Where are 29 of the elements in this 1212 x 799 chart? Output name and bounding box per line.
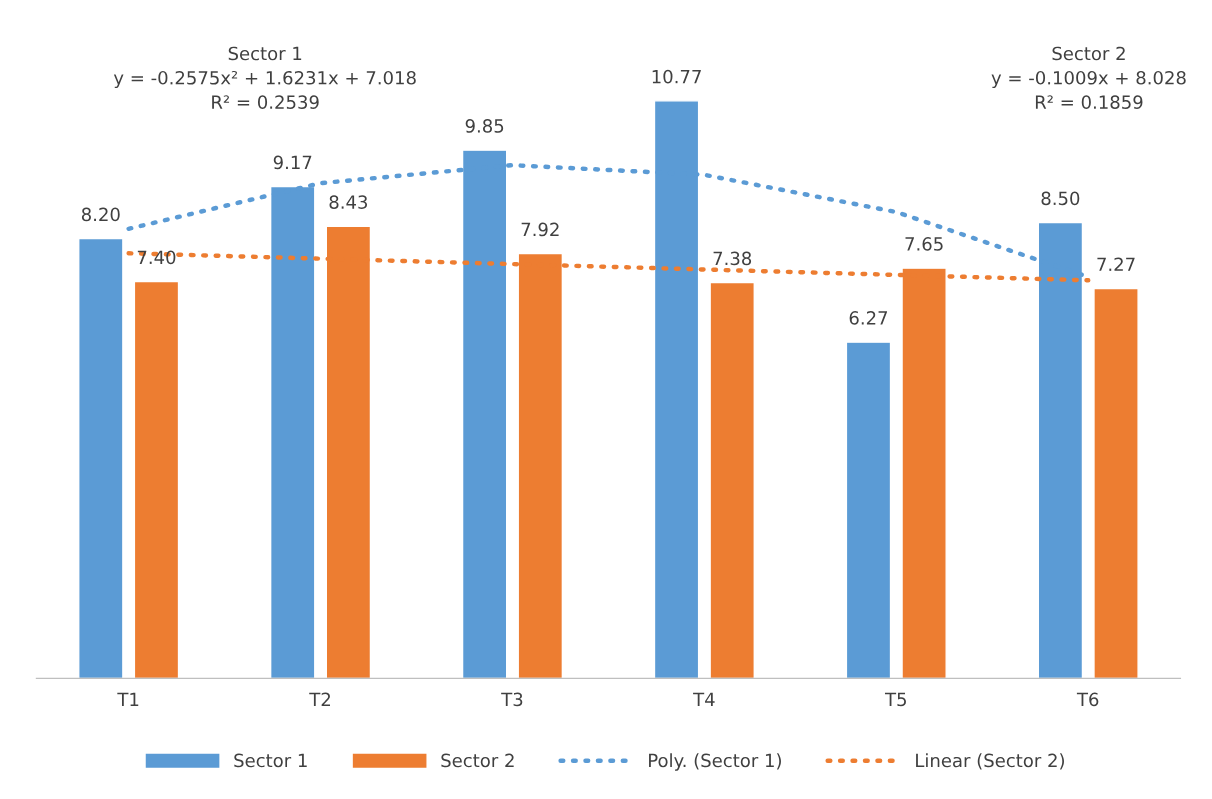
data-label: 8.50 [1041, 191, 1080, 206]
bar [78, 237, 124, 679]
legend-label: Linear (Sector 2) [916, 753, 1064, 770]
bar [1093, 287, 1139, 679]
data-label: 9.85 [465, 119, 504, 133]
data-label: 9.17 [273, 155, 312, 170]
x-tick-label: T4 [693, 692, 715, 706]
data-label: 8.43 [329, 195, 368, 209]
x-tick-label: T3 [501, 692, 523, 707]
x-tick-label: T2 [309, 692, 330, 706]
bar [709, 281, 755, 679]
annotation: Sector 1 y = -0.2575x² + 1.6231x + 7.018 R² = 0.2539 [113, 46, 416, 109]
data-label: 7.40 [137, 250, 176, 265]
legend-label: Poly. (Sector 1) [649, 753, 781, 771]
bar [845, 341, 892, 679]
bar [133, 280, 180, 679]
legend-label: Sector 2 [441, 753, 514, 768]
data-label: 10.77 [652, 69, 701, 84]
data-label: 7.27 [1097, 257, 1135, 271]
x-tick-label: T1 [117, 692, 139, 706]
x-tick-label: T6 [1076, 692, 1099, 707]
data-label: 6.27 [849, 311, 888, 325]
data-label: 7.38 [713, 251, 752, 266]
data-label: 7.65 [905, 237, 943, 251]
data-label: 7.92 [521, 222, 559, 237]
data-label: 8.20 [81, 207, 120, 222]
x-tick-label: T5 [884, 692, 906, 707]
legend-label: Sector 1 [234, 753, 307, 768]
annotation: Sector 2 y = -0.1009x + 8.028 R² = 0.1859 [991, 46, 1186, 109]
